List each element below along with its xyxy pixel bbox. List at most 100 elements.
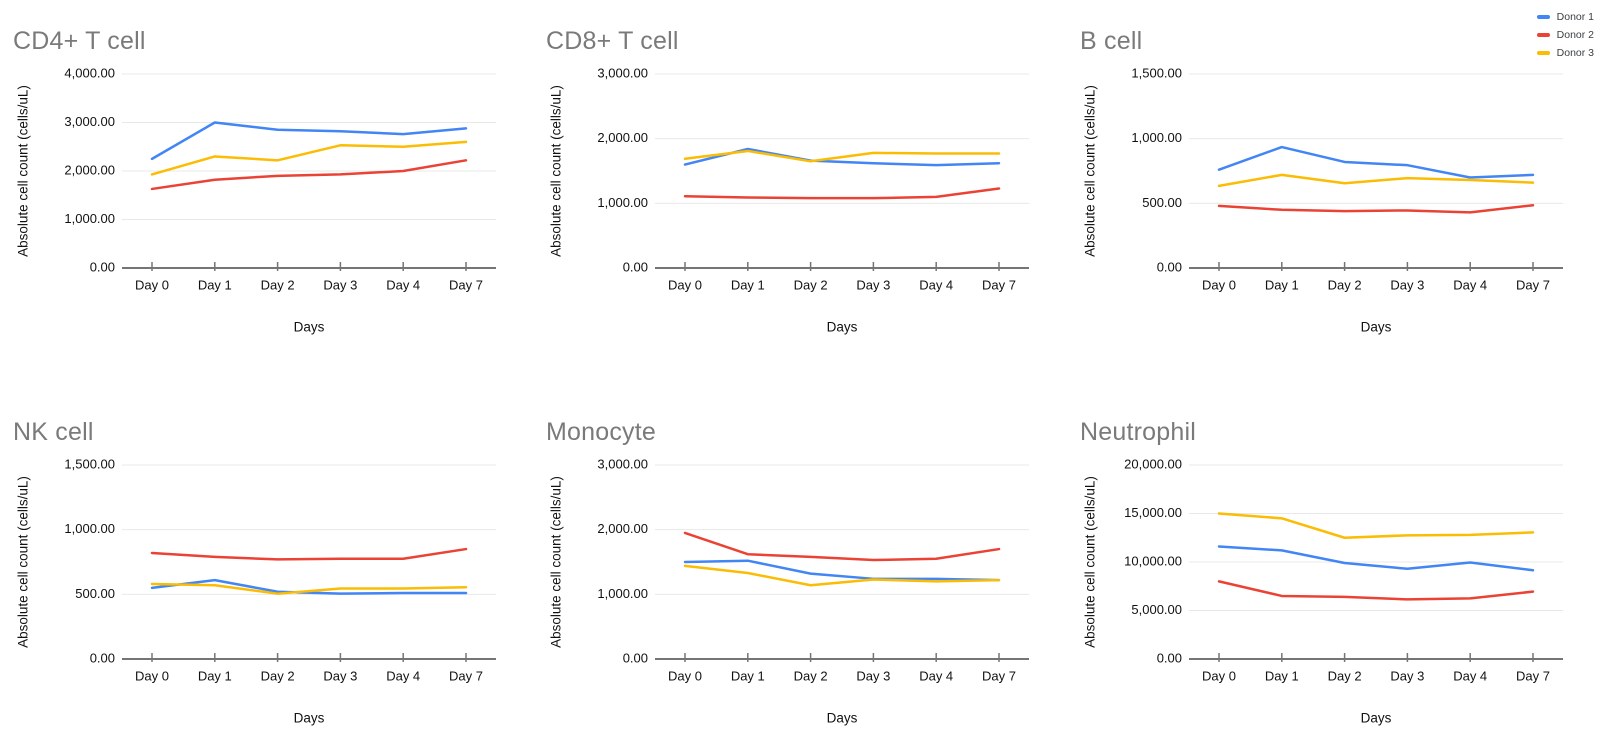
svg-text:Day 2: Day 2 [1328,277,1362,292]
svg-text:Day 0: Day 0 [668,277,702,292]
svg-text:Day 0: Day 0 [1202,668,1236,683]
svg-text:1,000.00: 1,000.00 [597,586,648,601]
legend-item-donor-3[interactable]: Donor 3 [1536,44,1594,62]
svg-text:Day 1: Day 1 [731,277,765,292]
svg-text:Day 7: Day 7 [449,277,483,292]
svg-text:Day 3: Day 3 [856,668,890,683]
svg-text:1,000.00: 1,000.00 [597,195,648,210]
svg-text:0.00: 0.00 [1157,259,1182,274]
svg-text:Day 1: Day 1 [198,277,232,292]
svg-text:0.00: 0.00 [623,259,648,274]
legend-item-label: Donor 3 [1556,47,1594,59]
svg-text:Day 3: Day 3 [323,277,357,292]
svg-text:Days: Days [1361,320,1392,335]
svg-text:1,500.00: 1,500.00 [64,456,115,471]
svg-text:0.00: 0.00 [90,650,115,665]
svg-text:3,000.00: 3,000.00 [597,65,648,80]
legend-line-swatch-donor-3 [1536,51,1550,55]
svg-text:Day 3: Day 3 [856,277,890,292]
legend-line-swatch-donor-1 [1536,15,1550,19]
chart-canvas-nk-cell[interactable]: 0.00 500.00 1,000.00 1,500.00 Day 0 Day 1 Day … [0,391,533,746]
svg-text:Days: Days [827,320,858,335]
svg-text:Day 7: Day 7 [449,668,483,683]
svg-text:Day 7: Day 7 [1516,277,1550,292]
chart-panel-cd8-t-cell: CD8+ T cell 0.00 1,000.00 2,000.00 3,000.00… [533,0,1067,375]
svg-text:1,500.00: 1,500.00 [1131,65,1182,80]
svg-text:3,000.00: 3,000.00 [64,114,115,129]
chart-title: CD8+ T cell [546,27,679,55]
chart-canvas-monocyte[interactable]: 0.00 1,000.00 2,000.00 3,000.00 Day 0 Day 1 Da… [533,391,1066,746]
svg-text:Day 3: Day 3 [323,668,357,683]
svg-text:Day 7: Day 7 [982,277,1016,292]
svg-text:Day 3: Day 3 [1390,277,1424,292]
svg-text:Day 1: Day 1 [731,668,765,683]
chart-panel-monocyte: Monocyte 0.00 1,000.00 2,000.00 3,000.00 Day… [533,375,1067,750]
svg-text:Day 3: Day 3 [1390,668,1424,683]
chart-title: Monocyte [546,418,656,446]
legend-item-donor-1[interactable]: Donor 1 [1536,8,1594,26]
chart-title: CD4+ T cell [13,27,146,55]
svg-text:Absolute cell count (cells/uL): Absolute cell count (cells/uL) [549,85,564,257]
svg-text:Day 1: Day 1 [1265,668,1299,683]
svg-text:Day 4: Day 4 [919,668,953,683]
svg-text:Days: Days [827,711,858,726]
chart-panel-neutrophil: Neutrophil 0.00 5,000.00 10,000.00 15,000.0… [1067,375,1600,750]
legend-item-label: Donor 1 [1556,11,1594,23]
svg-text:Day 1: Day 1 [198,668,232,683]
svg-text:Absolute cell count (cells/uL): Absolute cell count (cells/uL) [549,476,564,648]
svg-text:5,000.00: 5,000.00 [1131,602,1182,617]
svg-text:10,000.00: 10,000.00 [1124,553,1182,568]
svg-text:Day 2: Day 2 [261,277,295,292]
svg-text:3,000.00: 3,000.00 [597,456,648,471]
legend-line-swatch-donor-2 [1536,33,1550,37]
svg-text:Day 1: Day 1 [1265,277,1299,292]
svg-text:Day 4: Day 4 [1453,668,1487,683]
svg-text:Day 4: Day 4 [1453,277,1487,292]
svg-text:Day 7: Day 7 [982,668,1016,683]
chart-canvas-b-cell[interactable]: 0.00 500.00 1,000.00 1,500.00 Day 0 Day 1 Day … [1067,0,1600,355]
svg-text:1,000.00: 1,000.00 [64,211,115,226]
svg-text:Days: Days [294,711,325,726]
svg-text:15,000.00: 15,000.00 [1124,505,1182,520]
svg-text:0.00: 0.00 [623,650,648,665]
svg-text:2,000.00: 2,000.00 [64,162,115,177]
svg-text:Absolute cell count (cells/uL): Absolute cell count (cells/uL) [1083,476,1098,648]
chart-canvas-cd8-t-cell[interactable]: 0.00 1,000.00 2,000.00 3,000.00 Day 0 Day 1 Da… [533,0,1066,355]
chart-title: Neutrophil [1080,418,1196,446]
svg-text:Day 2: Day 2 [261,668,295,683]
svg-text:Day 2: Day 2 [794,668,828,683]
svg-text:1,000.00: 1,000.00 [1131,130,1182,145]
svg-text:Day 2: Day 2 [794,277,828,292]
svg-text:20,000.00: 20,000.00 [1124,456,1182,471]
svg-text:0.00: 0.00 [1157,650,1182,665]
svg-text:Absolute cell count (cells/uL): Absolute cell count (cells/uL) [1083,85,1098,257]
svg-text:1,000.00: 1,000.00 [64,521,115,536]
svg-text:Day 0: Day 0 [668,668,702,683]
svg-text:2,000.00: 2,000.00 [597,521,648,536]
svg-text:500.00: 500.00 [1142,195,1182,210]
svg-text:2,000.00: 2,000.00 [597,130,648,145]
legend-item-label: Donor 2 [1556,29,1594,41]
chart-canvas-cd4-t-cell[interactable]: 0.00 1,000.00 2,000.00 3,000.00 4,000.00 Day … [0,0,533,355]
svg-text:500.00: 500.00 [75,586,115,601]
chart-panel-cd4-t-cell: CD4+ T cell 0.00 1,000.00 2,000.00 3,000.00… [0,0,533,375]
svg-text:Days: Days [294,320,325,335]
chart-panel-b-cell: B cell 0.00 500.00 1,000.00 1,500.00 Day 0 Da… [1067,0,1600,375]
svg-text:4,000.00: 4,000.00 [64,65,115,80]
svg-text:Absolute cell count (cells/uL): Absolute cell count (cells/uL) [16,85,31,257]
svg-text:Absolute cell count (cells/uL): Absolute cell count (cells/uL) [16,476,31,648]
svg-text:Day 7: Day 7 [1516,668,1550,683]
svg-text:Days: Days [1361,711,1392,726]
chart-panel-nk-cell: NK cell 0.00 500.00 1,000.00 1,500.00 Day 0 D… [0,375,533,750]
chart-legend: Donor 1 Donor 2 Donor 3 [1536,8,1594,62]
legend-item-donor-2[interactable]: Donor 2 [1536,26,1594,44]
svg-text:Day 0: Day 0 [135,668,169,683]
svg-text:Day 2: Day 2 [1328,668,1362,683]
svg-text:Day 0: Day 0 [135,277,169,292]
svg-text:Day 4: Day 4 [386,668,420,683]
chart-canvas-neutrophil[interactable]: 0.00 5,000.00 10,000.00 15,000.00 20,000.00 D… [1067,391,1600,746]
svg-text:Day 4: Day 4 [919,277,953,292]
svg-text:Day 0: Day 0 [1202,277,1236,292]
chart-title: NK cell [13,418,94,446]
